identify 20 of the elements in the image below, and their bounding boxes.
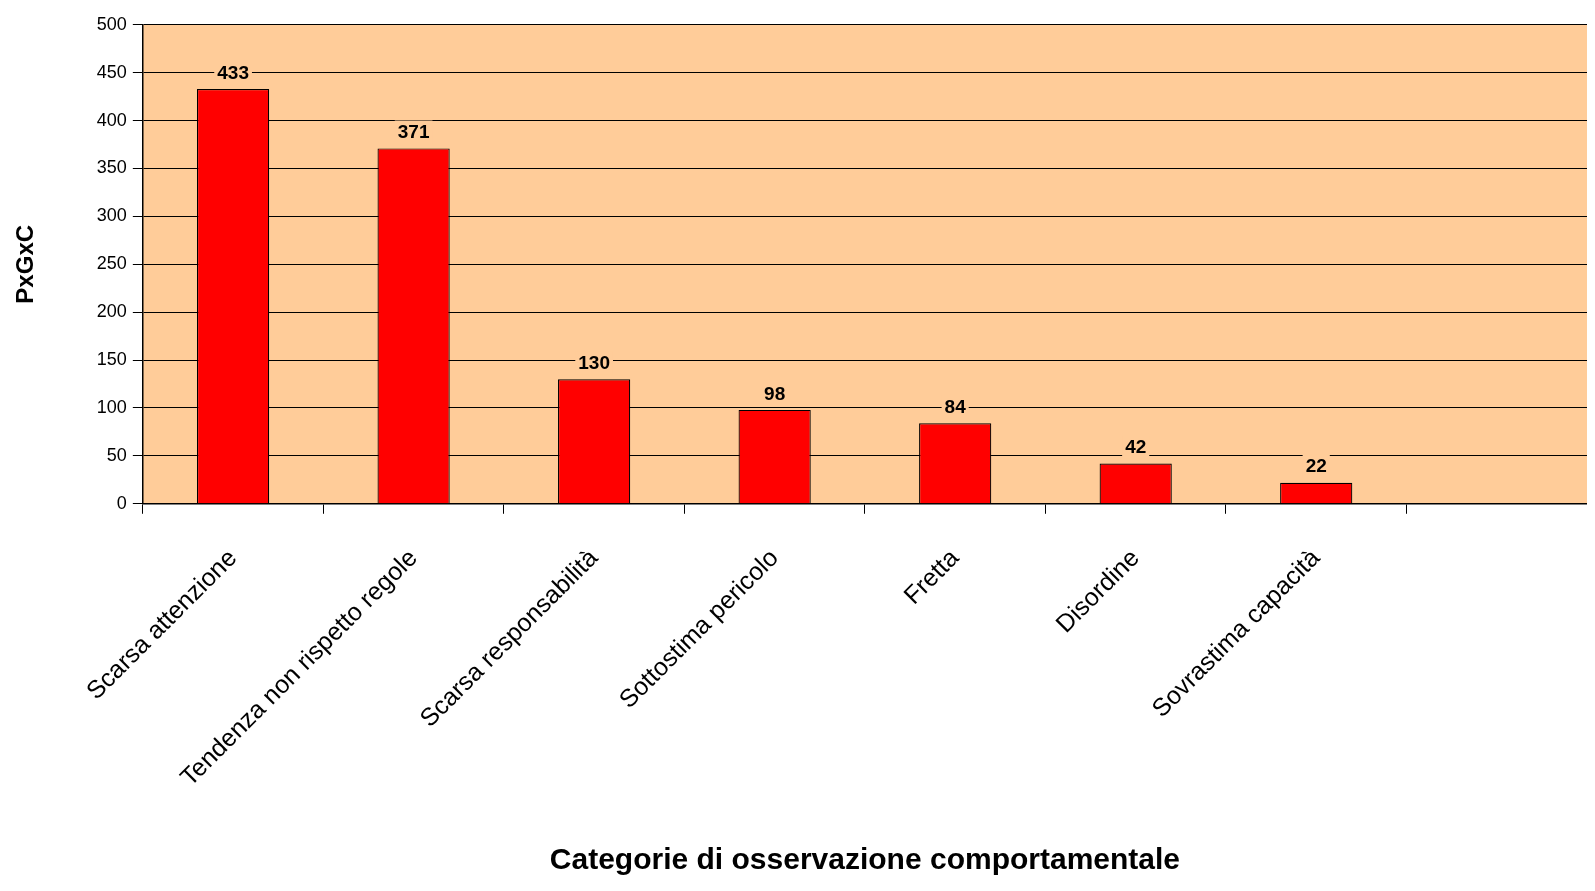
y-tick-label: 200 xyxy=(96,301,127,322)
y-axis-title: PxGxC xyxy=(11,224,39,304)
data-label: 433 xyxy=(217,61,249,83)
data-label: 84 xyxy=(944,396,967,418)
y-tick-label: 400 xyxy=(96,109,127,130)
y-tick-label: 100 xyxy=(96,396,127,417)
data-label: 98 xyxy=(764,382,786,404)
y-tick-label: 0 xyxy=(116,492,127,513)
y-tick-label: 500 xyxy=(96,13,127,34)
x-axis-title: Categorie di osservazione comportamentale xyxy=(549,842,1181,876)
data-label: 22 xyxy=(1305,455,1327,477)
data-label: 371 xyxy=(397,121,430,143)
y-tick-label: 150 xyxy=(96,349,127,370)
y-tick-label: 50 xyxy=(106,444,127,465)
data-label: 130 xyxy=(578,351,610,373)
y-tick-label: 300 xyxy=(96,205,127,226)
y-tick-label: 350 xyxy=(96,157,127,178)
y-tick-label: 450 xyxy=(96,61,127,82)
y-tick-label: 250 xyxy=(96,253,127,274)
data-label: 42 xyxy=(1125,436,1147,458)
